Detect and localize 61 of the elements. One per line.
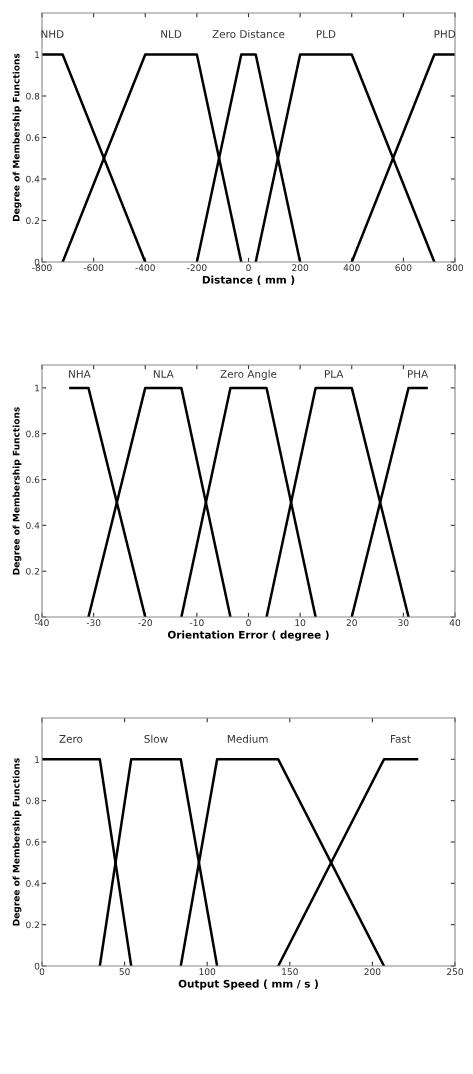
x-tick-label: -40	[35, 619, 49, 627]
x-tick-label: 40	[449, 619, 461, 627]
y-tick-label: 0.8	[26, 797, 40, 805]
x-axis-title: Orientation Error ( degree )	[167, 630, 329, 641]
x-axis-title: Distance ( mm )	[202, 275, 295, 285]
y-tick-label: 0.4	[26, 522, 40, 529]
y-tick-label: 0.8	[26, 430, 40, 438]
x-tick-label: -20	[138, 619, 153, 627]
y-tick-label: 1	[35, 51, 40, 58]
x-tick-label: -800	[32, 264, 52, 272]
y-tick-label: 0	[34, 962, 40, 970]
x-tick-label: 800	[447, 264, 464, 272]
y-tick-label: 0.6	[26, 134, 40, 142]
x-tick-label: 100	[199, 968, 216, 976]
x-tick-label: 250	[447, 968, 464, 976]
series-label: PHA	[407, 370, 429, 378]
series-label: Medium	[227, 734, 268, 743]
x-tick-label: -400	[135, 264, 155, 272]
x-tick-label: 50	[119, 968, 130, 976]
series-label: Zero Distance	[212, 29, 285, 38]
series-label: Slow	[144, 734, 168, 743]
y-tick-label: 0.6	[26, 476, 40, 484]
y-tick-label: 1	[35, 384, 40, 392]
y-tick-label: 0.4	[26, 175, 40, 183]
x-tick-label: 400	[343, 264, 360, 272]
series-label: NHA	[69, 370, 91, 378]
y-tick-label: 0	[34, 613, 40, 621]
y-tick-label: 0.2	[26, 567, 40, 575]
series-label: NLA	[153, 370, 174, 378]
series-label: NHD	[41, 30, 64, 38]
y-axis-title: Degree of Membership Functions	[12, 407, 22, 575]
y-tick-label: 0	[34, 258, 40, 266]
y-tick-label: 0.4	[26, 880, 40, 887]
x-tick-label: 0	[246, 264, 251, 272]
y-tick-label: 0.6	[26, 838, 40, 846]
y-tick-label: 0.8	[26, 92, 40, 100]
series-label: PHD	[434, 30, 456, 38]
series-label: PLA	[324, 370, 344, 378]
x-axis-title: Output Speed ( mm / s )	[178, 979, 318, 990]
x-tick-label: 150	[282, 968, 298, 976]
x-tick-label: -30	[86, 619, 101, 627]
series-label: Zero	[59, 735, 83, 743]
x-tick-label: -600	[83, 264, 104, 272]
x-tick-label: 200	[292, 264, 309, 272]
y-tick-label: 0.2	[26, 921, 40, 929]
y-axis-title: Degree of Membership Functions	[12, 758, 22, 926]
x-tick-label: 30	[398, 619, 409, 627]
x-tick-label: 600	[395, 264, 412, 272]
y-axis-title: Degree of Membership Functions	[12, 53, 22, 221]
y-tick-label: 1	[35, 756, 40, 763]
x-tick-label: 10	[295, 619, 306, 627]
series-label: Fast	[391, 735, 411, 743]
y-tick-label: 0.2	[26, 217, 40, 225]
x-tick-label: -200	[187, 264, 207, 272]
x-tick-label: 0	[246, 619, 251, 627]
series-label: Zero Angle	[220, 369, 277, 380]
x-tick-label: -10	[189, 619, 204, 627]
series-label: NLD	[161, 30, 182, 38]
x-tick-label: 20	[346, 619, 357, 627]
series-label: PLD	[316, 30, 336, 38]
x-tick-label: 200	[364, 968, 381, 976]
